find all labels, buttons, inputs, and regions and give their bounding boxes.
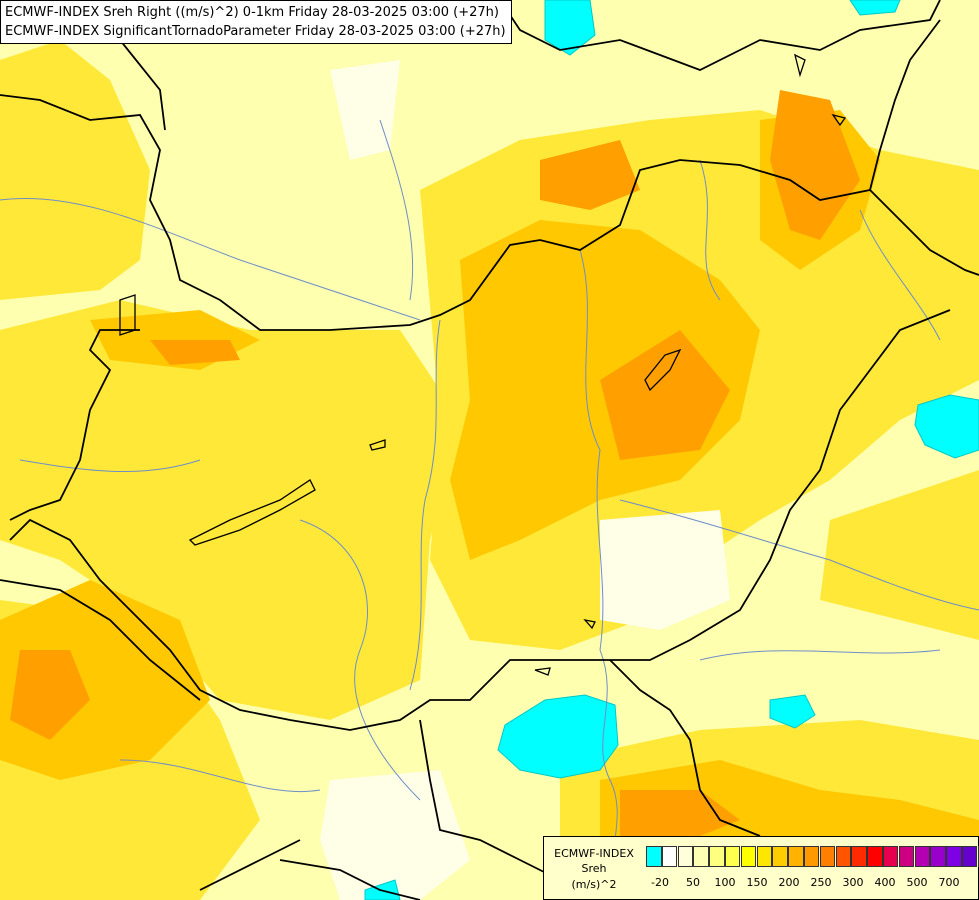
legend-tick-label: 400 bbox=[874, 876, 896, 889]
legend-tick-label: 300 bbox=[842, 876, 864, 889]
legend-swatch bbox=[709, 846, 725, 867]
legend-swatch bbox=[819, 846, 836, 867]
lakes bbox=[119, 53, 847, 676]
legend-swatch bbox=[961, 846, 978, 867]
legend-tick-label: 700 bbox=[938, 876, 960, 889]
legend-tick-label: 50 bbox=[686, 876, 700, 889]
map-title-line-2: ECMWF-INDEX SignificantTornadoParameter … bbox=[5, 24, 506, 39]
legend-swatch bbox=[914, 846, 931, 867]
legend-swatch bbox=[977, 846, 979, 867]
legend-tick-label: 250 bbox=[810, 876, 832, 889]
shading-cyan bbox=[364, 0, 979, 900]
shading-white bbox=[320, 60, 730, 900]
legend-swatch bbox=[677, 846, 694, 867]
legend-swatch bbox=[788, 846, 804, 867]
legend-swatch bbox=[898, 846, 915, 867]
legend-swatch bbox=[646, 846, 662, 867]
legend-swatch bbox=[661, 846, 678, 867]
color-legend: ECMWF-INDEX Sreh (m/s)^2 -20 50 100 150 200 2… bbox=[543, 836, 979, 900]
legend-swatch bbox=[946, 846, 962, 867]
legend-swatch bbox=[867, 846, 883, 867]
legend-swatch bbox=[756, 846, 773, 867]
legend-swatch bbox=[772, 846, 788, 867]
legend-title-parameter: Sreh bbox=[581, 862, 607, 875]
legend-tick-label: 200 bbox=[778, 876, 800, 889]
legend-swatch bbox=[882, 846, 899, 867]
map-title-box: ECMWF-INDEX Sreh Right ((m/s)^2) 0-1km F… bbox=[0, 0, 512, 44]
legend-swatch bbox=[803, 846, 820, 867]
shading-orange bbox=[10, 90, 860, 836]
legend-swatch bbox=[740, 846, 757, 867]
legend-swatch bbox=[851, 846, 867, 867]
legend-ticks: -20 50 100 150 200 250 300 400 500 700 bbox=[646, 876, 976, 890]
legend-title-model: ECMWF-INDEX bbox=[554, 847, 634, 860]
legend-swatch bbox=[835, 846, 852, 867]
legend-tick-label: 100 bbox=[714, 876, 736, 889]
rivers bbox=[0, 119, 979, 900]
legend-tick-label: 150 bbox=[746, 876, 768, 889]
legend-tick-label: 500 bbox=[906, 876, 928, 889]
legend-swatch bbox=[724, 846, 741, 867]
legend-swatch bbox=[693, 846, 709, 867]
legend-swatch bbox=[930, 846, 946, 867]
legend-tick-label: -20 bbox=[651, 876, 669, 889]
map-title-line-1: ECMWF-INDEX Sreh Right ((m/s)^2) 0-1km F… bbox=[5, 5, 499, 20]
legend-title-unit: (m/s)^2 bbox=[571, 878, 617, 891]
legend-swatches bbox=[646, 846, 979, 867]
